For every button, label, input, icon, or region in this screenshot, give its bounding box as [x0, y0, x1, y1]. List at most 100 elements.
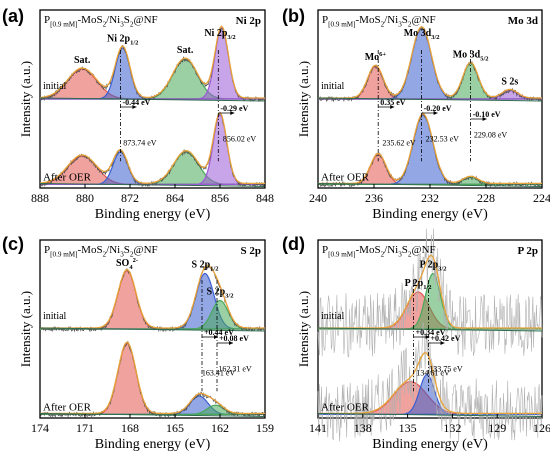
x-tick-label: 159 — [256, 421, 274, 435]
shift-label: +0.42 eV — [431, 334, 461, 343]
x-axis-label: Binding energy (eV) — [372, 437, 488, 451]
fit-background — [39, 97, 266, 102]
x-tick-label: 236 — [365, 191, 383, 205]
fit-background — [317, 97, 543, 102]
curve-label-after-oer: After OER — [43, 401, 92, 413]
shift-label: +0.34 eV — [416, 328, 446, 337]
y-axis-label: Intensity (a.u.) — [296, 291, 311, 367]
core-level-label: Ni 2p — [236, 15, 261, 27]
peak-label: P 2p1/2 — [405, 278, 432, 291]
x-tick-label: 864 — [166, 191, 184, 205]
shift-arrowhead — [482, 117, 487, 121]
shift-label: 0.35 eV — [380, 98, 406, 107]
fit-background — [317, 412, 543, 417]
x-tick-label: 888 — [31, 191, 49, 205]
x-tick-label: 126 — [533, 421, 550, 435]
x-tick-label: 856 — [211, 191, 229, 205]
shift-arrowhead — [433, 111, 438, 115]
panel-2: (b) initial After OER P[0.9 mM]-MoS2/Ni3S2@… — [282, 6, 550, 222]
y-axis-label: Intensity (a.u.) — [18, 291, 33, 367]
x-tick-label: 171 — [76, 421, 94, 435]
fit-background — [39, 327, 266, 332]
curve-label-initial: initial — [43, 311, 67, 322]
peak-energy: 235.62 eV — [382, 138, 416, 147]
core-level-label: P 2p — [518, 245, 538, 257]
fit-envelope — [39, 111, 265, 185]
peak-label: Sat. — [177, 45, 194, 56]
x-axis-label: Binding energy (eV) — [95, 207, 211, 222]
peak-energy: 162.31 eV — [218, 364, 252, 373]
peak-label: Mo 3d5/2 — [453, 49, 489, 62]
fit-background — [39, 412, 266, 417]
peak-energy: 133.75 eV — [429, 364, 463, 373]
peak-label: SO42- — [116, 257, 138, 271]
curve-label-initial: initial — [43, 81, 67, 92]
shift-arrowhead — [214, 335, 218, 339]
chart-title: P[0.9 mM]-MoS2/Ni3S2@NF — [322, 14, 436, 28]
x-tick-label: 240 — [309, 191, 327, 205]
shift-arrowhead — [440, 341, 445, 345]
chart-title: P[0.9 mM]-MoS2/Ni3S2@NF — [44, 14, 158, 28]
shift-arrowhead — [132, 105, 137, 109]
peak-label: Sat. — [74, 55, 91, 66]
x-tick-label: 135 — [399, 421, 417, 435]
panel-3: (c) initial After OER P[0.9 mM]-MoS2/Ni3S2@… — [2, 234, 274, 452]
peak-label: S 2s — [501, 76, 518, 87]
peak-energy: 856.02 eV — [223, 134, 257, 143]
chart-title: P[0.9 mM]-MoS2/Ni3S2@NF — [322, 244, 436, 258]
curve-label-initial: initial — [321, 311, 345, 322]
x-tick-label: 168 — [121, 421, 139, 435]
fit-background — [39, 182, 266, 187]
panel-letter: (d) — [282, 234, 305, 254]
x-tick-label: 224 — [533, 191, 550, 205]
peak-label: S 2p1/2 — [192, 259, 219, 272]
shift-label: -0.20 eV — [424, 104, 452, 113]
panel-letter: (c) — [2, 234, 24, 254]
peak-energy: 134.61 eV — [416, 368, 450, 377]
shift-label: -0.44 eV — [122, 98, 150, 107]
shift-arrowhead — [425, 335, 430, 339]
panel-letter: (a) — [2, 6, 24, 26]
shift-arrowhead — [230, 111, 235, 115]
y-axis-label: Intensity (a.u.) — [18, 61, 33, 137]
x-tick-label: 162 — [211, 421, 229, 435]
chart-title: P[0.9 mM]-MoS2/Ni3S2@NF — [44, 244, 158, 258]
curve-label-after-oer: After OER — [321, 171, 370, 183]
x-axis-label: Binding energy (eV) — [372, 207, 488, 222]
shift-label: +0.08 eV — [219, 334, 249, 343]
fit-envelope — [39, 25, 265, 99]
core-level-label: Mo 3d — [508, 15, 538, 27]
x-tick-label: 132 — [443, 421, 461, 435]
peak-label: Mo6+ — [365, 51, 387, 63]
x-tick-label: 228 — [477, 191, 495, 205]
panel-1: (a) initial After OER P[0.9 mM]-MoS2/Ni3S2@… — [2, 6, 274, 222]
x-tick-label: 872 — [121, 191, 139, 205]
x-tick-label: 129 — [488, 421, 506, 435]
curve-label-after-oer: After OER — [321, 401, 370, 413]
peak-label: Ni 2p1/2 — [107, 34, 138, 47]
x-tick-label: 848 — [256, 191, 274, 205]
x-tick-label: 138 — [354, 421, 372, 435]
peak-label: P 2p3/2 — [420, 259, 447, 272]
shift-label: -0.29 eV — [220, 104, 248, 113]
peak-energy: 232.53 eV — [426, 134, 460, 143]
fit-envelope — [318, 352, 542, 415]
raw-spectrum — [317, 228, 543, 358]
x-tick-label: 174 — [31, 421, 49, 435]
peak-label: S 2p3/2 — [207, 287, 234, 300]
shift-arrowhead — [390, 105, 395, 109]
fit-envelope — [40, 264, 265, 329]
peak-label: Ni 2p3/2 — [204, 28, 235, 41]
fit-background — [317, 327, 543, 332]
x-tick-label: 880 — [76, 191, 94, 205]
shift-label: -0.10 eV — [473, 110, 501, 119]
x-tick-label: 141 — [309, 421, 327, 435]
shift-label: +0.44 eV — [204, 328, 234, 337]
x-tick-label: 232 — [421, 191, 439, 205]
x-axis-label: Binding energy (eV) — [95, 437, 211, 451]
panel-letter: (b) — [282, 6, 305, 26]
peak-energy: 873.74 eV — [123, 138, 157, 147]
fit-envelope — [40, 341, 265, 415]
curve-label-initial: initial — [321, 81, 345, 92]
